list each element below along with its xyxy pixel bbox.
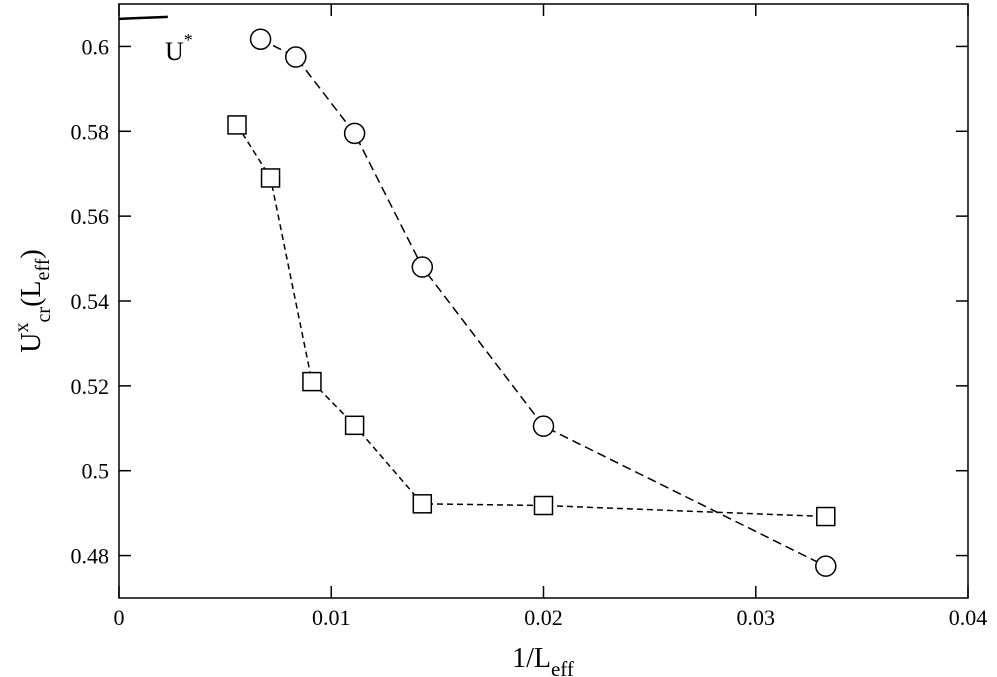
y-tick-label: 0.48	[71, 544, 110, 569]
series-line	[236, 124, 826, 518]
x-tick-label: 0.02	[524, 605, 563, 630]
y-label-sup: x	[11, 322, 33, 332]
y-tick-label: 0.54	[71, 289, 110, 314]
y-label-rest-sub: eff	[32, 258, 54, 280]
x-tick-label: 0	[114, 605, 125, 630]
y-tick-label: 0.52	[71, 374, 110, 399]
marker-circle	[815, 555, 837, 577]
marker-square	[302, 371, 322, 392]
marker-square	[412, 494, 433, 514]
x-label-sub: eff	[551, 657, 574, 677]
x-tick-label: 0.01	[312, 605, 351, 630]
x-axis-label: 1/Leff	[512, 643, 574, 677]
x-label-base: 1/L	[512, 643, 551, 674]
x-tick-label: 0.04	[949, 605, 988, 630]
x-tick-label: 0.03	[737, 605, 776, 630]
reference-line	[118, 15, 168, 21]
marker-circle	[285, 46, 307, 68]
marker-square	[260, 168, 281, 188]
series-line	[260, 38, 827, 567]
y-label-rest: (L	[16, 280, 47, 306]
marker-circle	[343, 122, 366, 145]
marker-circle	[411, 256, 434, 278]
y-tick-label: 0.5	[82, 459, 110, 484]
y-label-close: )	[16, 249, 47, 258]
marker-circle	[532, 415, 555, 437]
annotation: U*	[165, 30, 193, 66]
marker-square	[344, 415, 365, 436]
y-tick-label: 0.58	[71, 119, 110, 144]
marker-square	[227, 115, 247, 135]
y-label-base: U	[16, 332, 47, 352]
y-label-sub: cr	[33, 307, 55, 323]
annotation-text: U	[165, 37, 184, 66]
marker-square	[533, 495, 554, 516]
marker-circle	[249, 28, 272, 50]
annotation-sup: *	[184, 30, 193, 50]
y-tick-label: 0.56	[71, 204, 110, 229]
y-tick-label: 0.6	[82, 34, 110, 59]
marker-square	[816, 506, 836, 527]
y-axis-label: Uxcr(Leff)	[11, 249, 55, 352]
